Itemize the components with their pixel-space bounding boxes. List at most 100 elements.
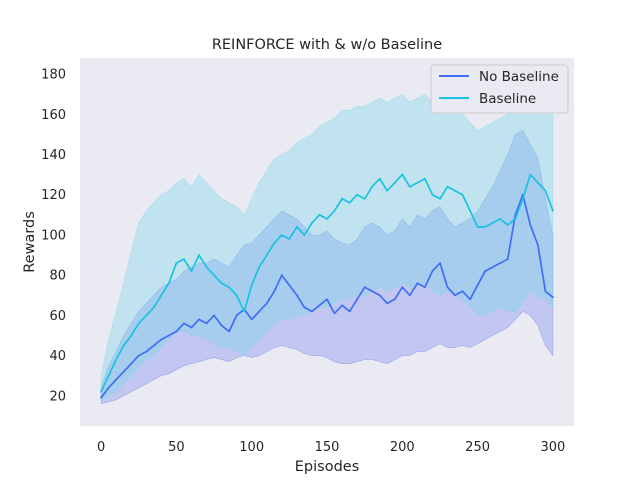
- y-tick-labels: 20 40 60 80 100 120 140 160 180: [41, 68, 66, 405]
- y-axis-label: Rewards: [22, 211, 38, 273]
- point-no-baseline: [100, 396, 102, 399]
- point-baseline: [356, 193, 358, 196]
- point-no-baseline: [145, 350, 148, 353]
- point-no-baseline: [363, 286, 366, 289]
- point-baseline: [446, 185, 449, 188]
- point-baseline: [491, 222, 494, 224]
- point-baseline: [220, 282, 223, 285]
- point-baseline: [175, 262, 178, 264]
- point-no-baseline: [378, 294, 381, 297]
- point-baseline: [461, 193, 464, 196]
- point-no-baseline: [235, 314, 238, 317]
- point-baseline: [454, 189, 456, 192]
- point-baseline: [122, 344, 125, 347]
- point-no-baseline: [469, 298, 471, 301]
- point-no-baseline: [250, 318, 253, 321]
- y-tick-label: 20: [49, 389, 66, 404]
- point-baseline: [205, 266, 208, 268]
- point-baseline: [280, 234, 283, 236]
- chart-title: REINFORCE with & w/o Baseline: [212, 37, 442, 53]
- point-no-baseline: [296, 294, 298, 297]
- point-no-baseline: [348, 310, 351, 313]
- point-baseline: [341, 197, 343, 200]
- point-no-baseline: [431, 270, 434, 273]
- point-no-baseline: [137, 354, 140, 357]
- point-baseline: [190, 270, 193, 273]
- point-no-baseline: [213, 314, 215, 317]
- point-baseline: [521, 197, 524, 200]
- point-baseline: [288, 238, 291, 240]
- point-no-baseline: [506, 258, 509, 260]
- point-no-baseline: [318, 304, 321, 307]
- legend-label-no-baseline: No Baseline: [479, 69, 559, 85]
- point-no-baseline: [311, 310, 313, 313]
- x-tick-labels: 0 50 100 150 200 250 300: [97, 440, 565, 455]
- point-baseline: [499, 218, 502, 220]
- point-baseline: [107, 374, 110, 377]
- point-baseline: [318, 214, 321, 216]
- point-no-baseline: [386, 302, 389, 305]
- point-baseline: [160, 294, 163, 297]
- point-no-baseline: [499, 262, 502, 264]
- point-baseline: [348, 201, 351, 204]
- band-no-baseline: [100, 129, 554, 405]
- point-baseline: [514, 218, 517, 220]
- point-baseline: [408, 185, 411, 188]
- band-baseline: [100, 89, 554, 401]
- x-axis-label: Episodes: [295, 459, 360, 475]
- point-baseline: [424, 177, 426, 180]
- point-no-baseline: [484, 270, 486, 273]
- x-tick-label: 200: [390, 440, 415, 455]
- x-tick-label: 100: [239, 440, 264, 455]
- point-baseline: [386, 189, 389, 192]
- legend-label-baseline: Baseline: [479, 91, 536, 107]
- point-baseline: [326, 218, 328, 220]
- point-baseline: [552, 209, 554, 212]
- y-tick-label: 60: [49, 309, 66, 324]
- point-no-baseline: [168, 334, 170, 337]
- point-baseline: [416, 181, 419, 184]
- point-no-baseline: [439, 262, 441, 264]
- point-no-baseline: [280, 274, 283, 277]
- point-no-baseline: [529, 224, 532, 226]
- point-no-baseline: [220, 324, 223, 327]
- point-baseline: [378, 177, 381, 180]
- point-no-baseline: [544, 290, 547, 293]
- point-baseline: [250, 284, 253, 287]
- point-no-baseline: [205, 322, 208, 325]
- y-tick-label: 80: [49, 269, 66, 284]
- point-baseline: [303, 234, 306, 236]
- point-no-baseline: [408, 294, 411, 297]
- x-tick-label: 0: [97, 440, 105, 455]
- point-no-baseline: [265, 302, 268, 305]
- point-baseline: [537, 181, 539, 184]
- point-no-baseline: [326, 298, 328, 301]
- point-baseline: [363, 197, 366, 200]
- y-tick-label: 160: [41, 108, 66, 123]
- series-lines: [100, 173, 554, 399]
- point-baseline: [476, 226, 479, 228]
- point-no-baseline: [393, 298, 396, 301]
- point-no-baseline: [424, 286, 426, 289]
- point-baseline: [235, 294, 238, 297]
- point-no-baseline: [461, 290, 464, 293]
- point-baseline: [213, 274, 215, 277]
- point-baseline: [273, 242, 276, 244]
- point-no-baseline: [122, 370, 125, 373]
- y-tick-label: 120: [41, 188, 66, 203]
- point-no-baseline: [491, 266, 494, 268]
- point-baseline: [145, 314, 148, 317]
- point-baseline: [371, 185, 374, 188]
- point-no-baseline: [446, 286, 449, 289]
- point-baseline: [333, 209, 336, 212]
- point-no-baseline: [228, 330, 231, 333]
- point-baseline: [544, 189, 547, 192]
- point-baseline: [152, 306, 155, 309]
- point-baseline: [265, 254, 268, 256]
- point-no-baseline: [288, 284, 291, 287]
- point-baseline: [183, 258, 185, 260]
- point-no-baseline: [476, 284, 479, 287]
- point-baseline: [243, 310, 246, 313]
- point-no-baseline: [333, 312, 336, 315]
